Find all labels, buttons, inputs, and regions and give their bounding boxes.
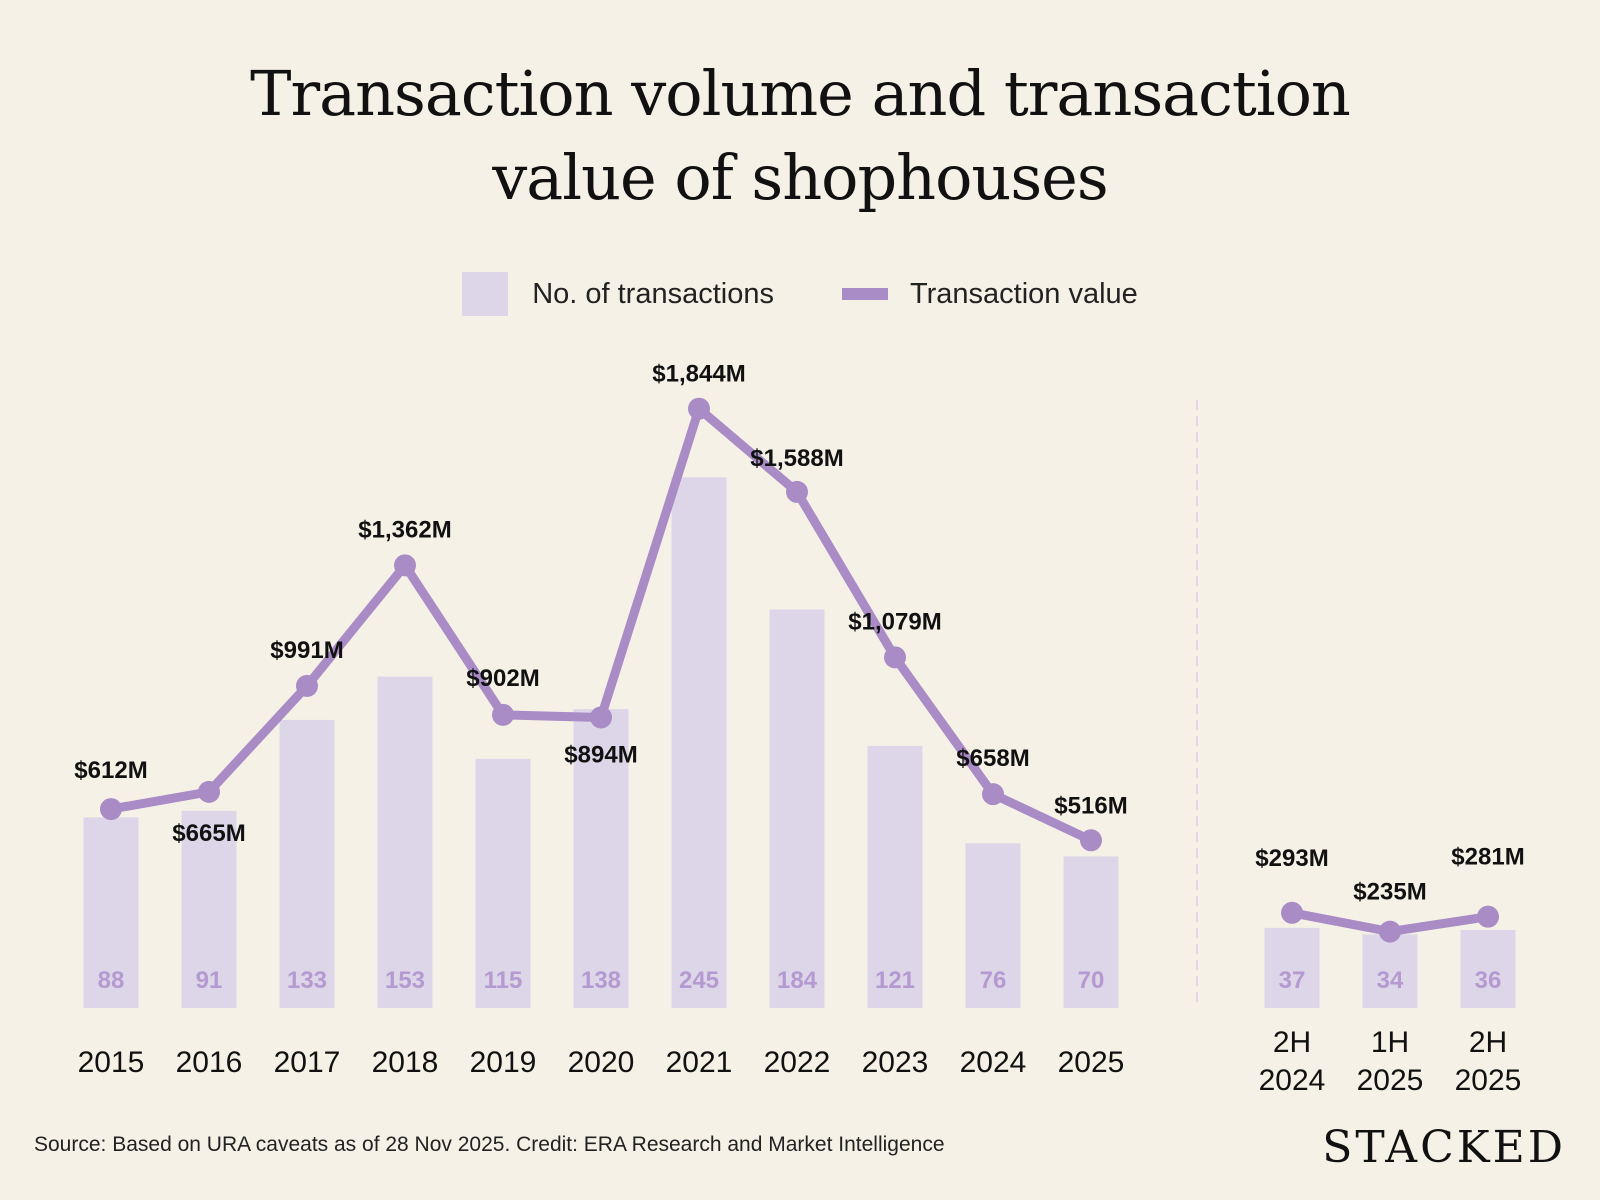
- bar: [1063, 856, 1119, 1008]
- value-label: $1,588M: [750, 445, 843, 472]
- value-point: [688, 397, 710, 420]
- bar: [181, 810, 237, 1008]
- value-point: [492, 703, 514, 726]
- legend-line-label: Transaction value: [909, 277, 1138, 310]
- bar: [279, 719, 335, 1008]
- x-tick-label: 2016: [176, 1046, 243, 1079]
- value-label: $902M: [466, 665, 539, 692]
- bar-count-label: 37: [1279, 967, 1306, 994]
- bar-count-label: 133: [287, 967, 327, 994]
- value-point: [1281, 901, 1303, 924]
- legend: No. of transactions Transaction value: [0, 272, 1600, 316]
- title-line-1: Transaction volume and transaction: [250, 57, 1351, 130]
- value-point: [884, 646, 906, 669]
- value-label: $1,362M: [358, 516, 451, 543]
- title-line-2: value of shophouses: [492, 141, 1108, 214]
- bar-count-label: 34: [1377, 967, 1404, 994]
- value-label: $293M: [1255, 845, 1328, 872]
- value-label: $281M: [1451, 844, 1524, 871]
- bar-count-label: 184: [777, 967, 818, 994]
- bar-count-label: 245: [679, 967, 719, 994]
- x-tick-label: 2023: [862, 1046, 929, 1079]
- stacked-logo: STACKED: [1322, 1122, 1566, 1173]
- legend-line-swatch: [841, 288, 888, 300]
- bar-count-label: 76: [980, 967, 1007, 994]
- x-tick-label: 2017: [274, 1046, 341, 1079]
- x-tick-label: 1H: [1371, 1026, 1409, 1059]
- value-point: [1477, 905, 1499, 928]
- value-label: $894M: [564, 741, 637, 768]
- bar-count-label: 153: [385, 967, 425, 994]
- bar: [573, 709, 629, 1008]
- value-label: $1,079M: [848, 608, 941, 635]
- bar: [1362, 934, 1418, 1008]
- bar: [83, 817, 139, 1008]
- value-label: $658M: [956, 745, 1029, 772]
- value-point: [1080, 829, 1102, 852]
- value-label: $516M: [1054, 792, 1127, 819]
- source-note: Source: Based on URA caveats as of 28 No…: [34, 1133, 945, 1156]
- legend-bar-swatch: [462, 272, 509, 316]
- x-tick-label: 2021: [666, 1046, 733, 1079]
- value-point: [786, 480, 808, 503]
- value-point: [1379, 920, 1401, 943]
- value-point: [198, 780, 220, 803]
- x-tick-label: 2024: [1259, 1064, 1326, 1097]
- value-label: $1,844M: [652, 361, 745, 388]
- value-label: $991M: [270, 637, 343, 664]
- bar: [671, 477, 727, 1009]
- bar-count-label: 70: [1078, 967, 1105, 994]
- bar-count-label: 88: [98, 967, 125, 994]
- value-point: [296, 674, 318, 697]
- bar: [965, 843, 1021, 1008]
- x-tick-label: 2024: [960, 1046, 1027, 1079]
- bar-count-label: 115: [484, 967, 523, 994]
- x-tick-label: 2025: [1058, 1046, 1125, 1079]
- x-tick-label: 2018: [372, 1046, 439, 1079]
- x-tick-label: 2015: [78, 1046, 145, 1079]
- value-point: [100, 798, 122, 821]
- bar-count-label: 91: [196, 967, 223, 994]
- value-label: $665M: [172, 820, 245, 847]
- bar: [377, 676, 433, 1008]
- bar: [475, 758, 531, 1008]
- x-tick-label: 2022: [764, 1046, 831, 1079]
- bar: [1460, 930, 1516, 1008]
- chart-title: Transaction volume and transaction value…: [0, 52, 1600, 220]
- legend-bars-label: No. of transactions: [532, 277, 774, 310]
- bar: [867, 745, 923, 1008]
- x-tick-label: 2H: [1469, 1026, 1507, 1059]
- x-tick-label: 2020: [568, 1046, 635, 1079]
- bar-count-label: 36: [1475, 967, 1502, 994]
- x-tick-label: 2025: [1455, 1064, 1522, 1097]
- bar-count-label: 138: [581, 967, 621, 994]
- bar: [1264, 927, 1320, 1008]
- x-tick-label: 2019: [470, 1046, 537, 1079]
- value-point: [982, 783, 1004, 806]
- bar-count-label: 121: [875, 967, 915, 994]
- x-tick-label: 2H: [1273, 1026, 1311, 1059]
- bar: [769, 609, 825, 1008]
- value-label: $612M: [74, 757, 147, 784]
- value-point: [394, 554, 416, 577]
- value-point: [590, 706, 612, 729]
- x-tick-label: 2025: [1357, 1064, 1424, 1097]
- value-label: $235M: [1353, 879, 1426, 906]
